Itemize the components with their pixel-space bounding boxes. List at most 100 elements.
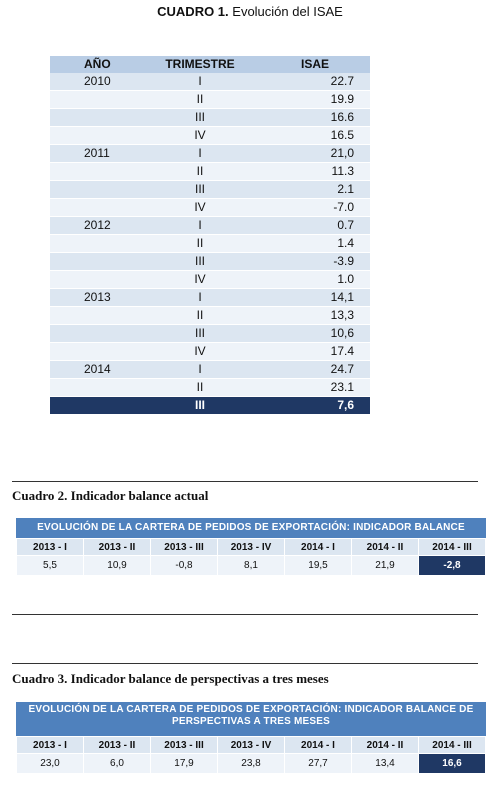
isae-value-cell: 2.1 [250, 180, 370, 199]
period-cell: 2013 - IV [217, 538, 285, 556]
period-cell: 2014 - I [284, 538, 352, 556]
isae-value-cell: 14,1 [250, 288, 370, 307]
year-cell [50, 234, 150, 253]
isae-row: 2011 I 21,0 [50, 144, 370, 163]
cuadro3-table: 2013 - I 2013 - II 2013 - III 2013 - IV 2014… [16, 736, 486, 774]
year-cell [50, 306, 150, 325]
header-year: AÑO [50, 56, 150, 73]
isae-value-cell: 24.7 [250, 360, 370, 379]
year-cell: 2012 [50, 216, 150, 235]
isae-value-cell: 10,6 [250, 324, 370, 343]
year-cell [50, 180, 150, 199]
cuadro2-title: Cuadro 2. Indicador balance actual [12, 488, 209, 503]
indicator-value-cell: 13,4 [351, 753, 419, 774]
cuadro2-bottom-rule [12, 614, 478, 615]
isae-row: III 10,6 [50, 324, 370, 343]
isae-row: III 2.1 [50, 180, 370, 199]
isae-value-cell: 1.4 [250, 234, 370, 253]
indicator-value-cell: 5,5 [16, 555, 84, 576]
year-cell: 2010 [50, 73, 150, 91]
quarter-cell: I [150, 144, 250, 163]
isae-row: II 13,3 [50, 306, 370, 325]
isae-table-body: 2010 I 22.7 II 19.9 III 16.6 IV 16.5 2011 I 21,0 II 1… [50, 73, 370, 415]
isae-value-cell: 0.7 [250, 216, 370, 235]
isae-row: IV 16.5 [50, 126, 370, 145]
period-cell: 2013 - I [16, 736, 84, 754]
isae-table: AÑO TRIMESTRE ISAE 2010 I 22.7 II 19.9 III 16.… [50, 56, 370, 415]
cuadro2-value-row: 5,5 10,9 -0,8 8,1 19,5 21,9 -2,8 [16, 555, 486, 576]
cuadro3-band: EVOLUCIÓN DE LA CARTERA DE PEDIDOS DE EX… [16, 702, 486, 736]
year-cell [50, 126, 150, 145]
quarter-cell: II [150, 378, 250, 397]
isae-header-row: AÑO TRIMESTRE ISAE [50, 56, 370, 73]
quarter-cell: I [150, 288, 250, 307]
year-cell [50, 378, 150, 397]
period-cell: 2013 - II [83, 538, 151, 556]
period-cell: 2014 - II [351, 736, 419, 754]
indicator-value-cell: 23,8 [217, 753, 285, 774]
quarter-cell: II [150, 306, 250, 325]
quarter-cell: II [150, 162, 250, 181]
indicator-value-cell: 8,1 [217, 555, 285, 576]
isae-row: III -3.9 [50, 252, 370, 271]
period-cell: 2013 - I [16, 538, 84, 556]
indicator-value-cell: 27,7 [284, 753, 352, 774]
year-cell [50, 252, 150, 271]
cuadro3-band-line2: PERSPECTIVAS A TRES MESES [172, 716, 330, 727]
isae-value-cell: -7.0 [250, 198, 370, 217]
indicator-value-cell: 23,0 [16, 753, 84, 774]
year-cell: 2014 [50, 360, 150, 379]
indicator-value-cell: 6,0 [83, 753, 151, 774]
quarter-cell: III [150, 108, 250, 127]
quarter-cell: I [150, 360, 250, 379]
isae-value-cell: 23.1 [250, 378, 370, 397]
isae-row: III 16.6 [50, 108, 370, 127]
indicator-value-cell: 19,5 [284, 555, 352, 576]
cuadro2-table: 2013 - I 2013 - II 2013 - III 2013 - IV 2014… [16, 538, 486, 576]
isae-row: II 1.4 [50, 234, 370, 253]
cuadro3-band-line1: EVOLUCIÓN DE LA CARTERA DE PEDIDOS DE EX… [28, 704, 474, 715]
quarter-cell: III [150, 252, 250, 271]
isae-row: 2010 I 22.7 [50, 73, 370, 91]
cuadro2-band: EVOLUCIÓN DE LA CARTERA DE PEDIDOS DE EX… [16, 518, 486, 549]
year-cell: 2013 [50, 288, 150, 307]
quarter-cell: I [150, 73, 250, 91]
indicator-value-cell: 10,9 [83, 555, 151, 576]
header-quarter: TRIMESTRE [150, 56, 250, 73]
isae-value-cell: 13,3 [250, 306, 370, 325]
year-cell [50, 198, 150, 217]
period-cell: 2014 - II [351, 538, 419, 556]
header-isae: ISAE [250, 56, 370, 73]
year-cell [50, 162, 150, 181]
isae-value-cell: 21,0 [250, 144, 370, 163]
year-cell [50, 270, 150, 289]
quarter-cell: III [150, 180, 250, 199]
isae-value-cell: 16.5 [250, 126, 370, 145]
period-cell: 2014 - I [284, 736, 352, 754]
isae-row: II 23.1 [50, 378, 370, 397]
cuadro1-title-label: CUADRO 1. [157, 4, 229, 19]
period-cell: 2013 - III [150, 736, 218, 754]
cuadro3-top-rule [12, 663, 478, 664]
cuadro3-value-row: 23,0 6,0 17,9 23,8 27,7 13,4 16,6 [16, 753, 486, 774]
isae-row: 2014 I 24.7 [50, 360, 370, 379]
year-cell [50, 108, 150, 127]
cuadro2-top-rule [12, 481, 478, 482]
indicator-value-cell: -0,8 [150, 555, 218, 576]
isae-row: III 7,6 [50, 396, 370, 415]
quarter-cell: IV [150, 270, 250, 289]
isae-row: IV -7.0 [50, 198, 370, 217]
isae-row: 2013 I 14,1 [50, 288, 370, 307]
cuadro3-title: Cuadro 3. Indicador balance de perspecti… [12, 671, 329, 686]
period-cell: 2013 - IV [217, 736, 285, 754]
year-cell: 2011 [50, 144, 150, 163]
isae-value-cell: 22.7 [250, 73, 370, 91]
indicator-value-cell: 16,6 [418, 753, 486, 774]
isae-value-cell: 11.3 [250, 162, 370, 181]
period-cell: 2013 - III [150, 538, 218, 556]
quarter-cell: III [150, 396, 250, 415]
indicator-value-cell: 21,9 [351, 555, 419, 576]
cuadro2-period-row: 2013 - I 2013 - II 2013 - III 2013 - IV 2014… [16, 538, 486, 556]
period-cell: 2014 - III [418, 538, 486, 556]
quarter-cell: IV [150, 198, 250, 217]
